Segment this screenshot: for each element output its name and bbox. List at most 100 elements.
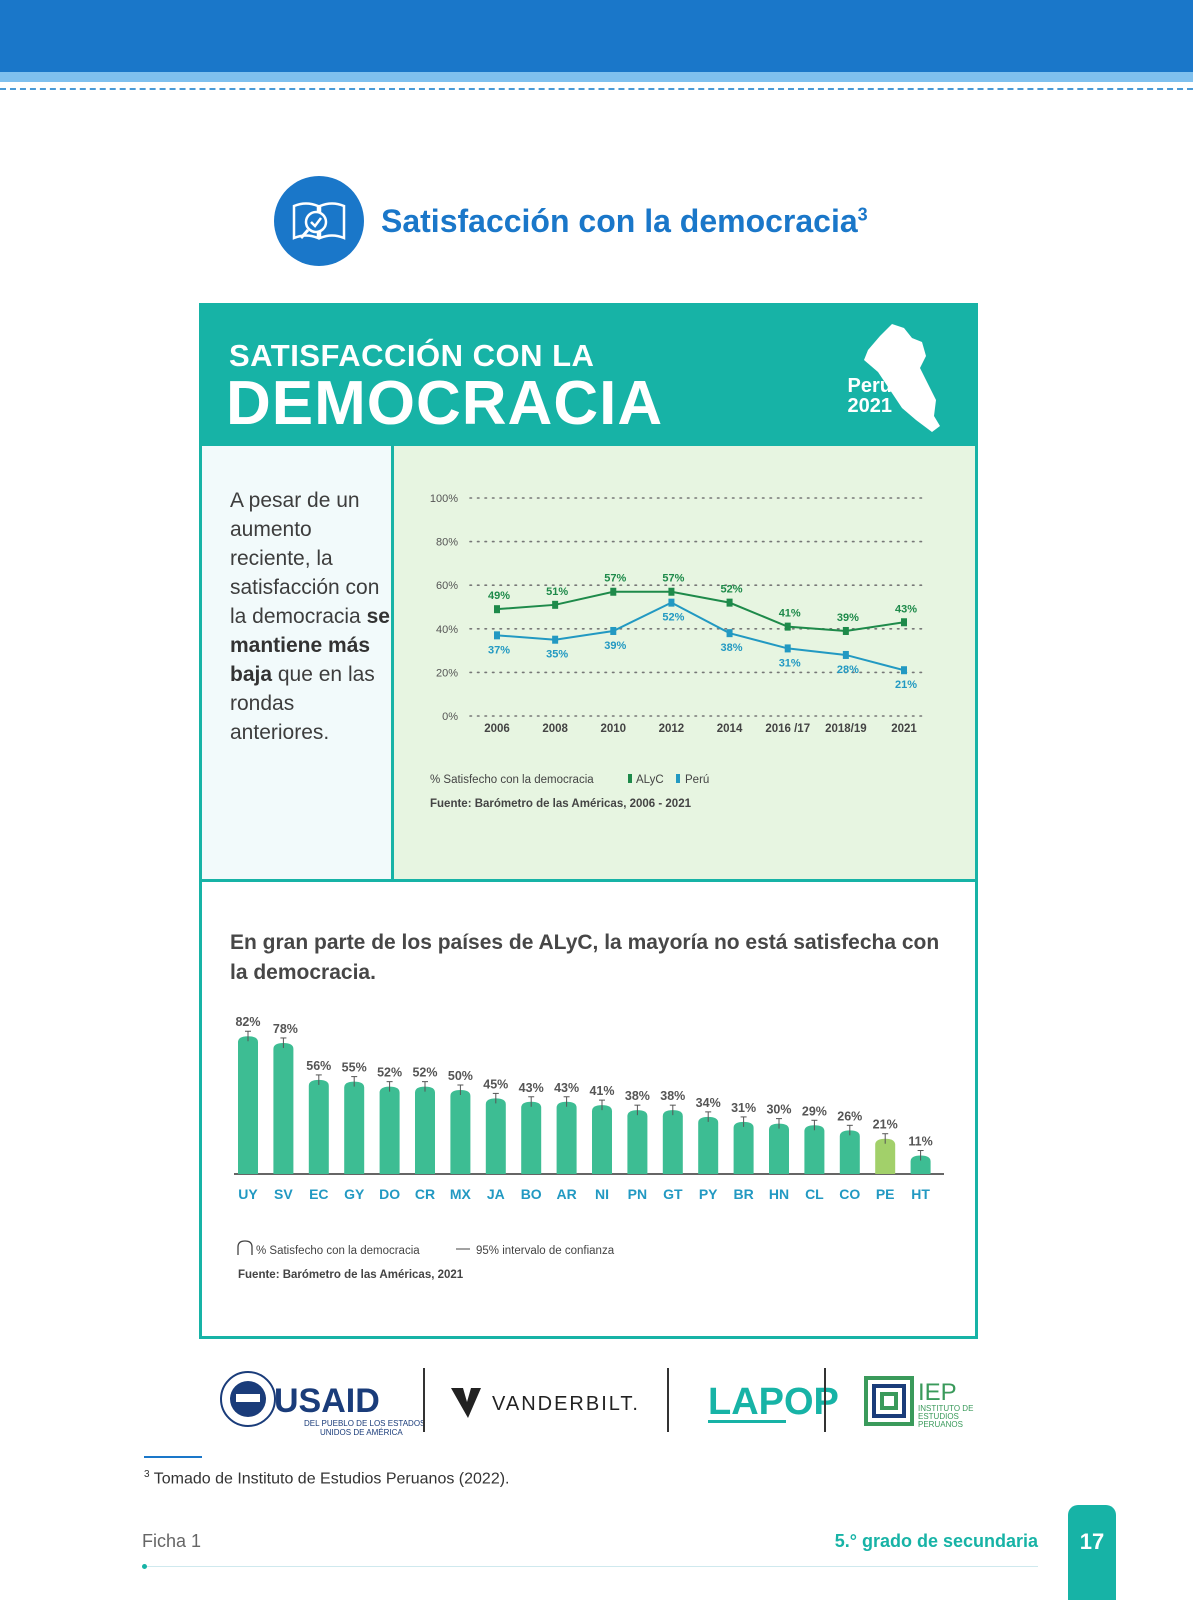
- data-label: 41%: [779, 608, 801, 620]
- lapop-text: LAPOP: [708, 1381, 839, 1423]
- legend-metric: % Satisfecho con la democracia: [256, 1245, 420, 1257]
- bar-value-label: 11%: [908, 1135, 932, 1149]
- x-tick-label: CL: [805, 1186, 824, 1202]
- bar-do: [379, 1086, 400, 1174]
- bar-value-label: 21%: [873, 1118, 898, 1132]
- bar-value-label: 38%: [660, 1089, 685, 1103]
- data-label: 37%: [488, 644, 510, 656]
- data-point: [901, 618, 907, 627]
- data-label: 51%: [546, 586, 568, 598]
- bar-gt: [662, 1110, 683, 1174]
- line-chart-source: Fuente: Barómetro de las Américas, 2006 …: [430, 798, 692, 810]
- data-point: [901, 666, 907, 675]
- bar-pe: [875, 1138, 896, 1174]
- bar-ht: [910, 1155, 931, 1174]
- bar-value-label: 43%: [554, 1081, 579, 1095]
- x-tick-label: DO: [379, 1186, 400, 1202]
- usaid-text: USAID: [274, 1382, 380, 1420]
- legend-ci: 95% intervalo de confianza: [476, 1245, 615, 1257]
- bar-value-label: 34%: [696, 1096, 721, 1110]
- data-label: 38%: [721, 642, 743, 654]
- bar-value-label: 52%: [412, 1066, 437, 1080]
- page-number: 17: [1079, 1529, 1105, 1554]
- series-line-alyc: [496, 590, 905, 632]
- x-tick-label: HN: [769, 1186, 789, 1202]
- bar-chart-heading: En gran parte de los países de ALyC, la …: [230, 931, 940, 984]
- data-point: [842, 626, 849, 635]
- card-title-line2: DEMOCRACIA: [226, 369, 664, 438]
- page-number-tab: 17: [1068, 1505, 1116, 1600]
- data-label: 28%: [837, 664, 859, 676]
- bar-pn: [627, 1110, 648, 1174]
- x-tick-label: GT: [663, 1186, 683, 1202]
- bar-uy: [238, 1036, 258, 1174]
- data-label: 35%: [546, 649, 568, 661]
- iep-sub2: ESTUDIOS: [918, 1412, 959, 1421]
- legend-alyc: ALyC: [636, 774, 664, 786]
- logo-strip: USAID DEL PUEBLO DE LOS ESTADOS UNIDOS D…: [0, 1360, 1193, 1440]
- x-tick-label: AR: [556, 1186, 576, 1202]
- bar-value-label: 26%: [837, 1109, 862, 1123]
- data-label: 57%: [604, 573, 626, 585]
- vanderbilt-logo: VANDERBILT.: [451, 1388, 638, 1418]
- x-tick-label: PN: [628, 1186, 647, 1202]
- card-title-line1: SATISFACCIÓN CON LA: [229, 338, 595, 373]
- bar-chart: 82% UY 78% SV 56% EC 55% GY 52% DO 52% CR 50% MX 45% JA…: [234, 1015, 944, 1281]
- bar-br: [733, 1121, 754, 1174]
- bar-value-label: 52%: [377, 1066, 402, 1080]
- iep-logo: IEP INSTITUTO DE ESTUDIOS PERUANOS: [864, 1376, 973, 1429]
- x-tick-label: NI: [595, 1186, 609, 1202]
- logo-divider: [423, 1368, 425, 1432]
- legend-swatch-peru: [676, 774, 680, 783]
- y-tick-label: 80%: [436, 537, 458, 549]
- legend-bar-icon: [237, 1240, 253, 1255]
- section-title: Satisfacción con la democracia3: [381, 203, 868, 239]
- bar-value-label: 78%: [273, 1022, 298, 1036]
- x-tick-label: BO: [521, 1186, 542, 1202]
- series-line-peru: [496, 601, 905, 672]
- data-point: [494, 605, 500, 614]
- x-tick-label: HT: [911, 1186, 930, 1202]
- x-tick-label: 2018/19: [825, 723, 867, 735]
- x-tick-label: JA: [487, 1186, 505, 1202]
- data-label: 49%: [488, 590, 510, 602]
- x-tick-label: 2014: [717, 723, 743, 735]
- dashed-divider: [0, 88, 1193, 90]
- card-header: SATISFACCIÓN CON LA DEMOCRACIA Perú 2021: [202, 306, 975, 446]
- data-point: [552, 600, 559, 609]
- y-tick-label: 100%: [430, 493, 458, 505]
- infographic-card: SATISFACCIÓN CON LA DEMOCRACIA Perú 2021 …: [199, 303, 978, 1339]
- line-chart-panel: 0% 20% 40% 60% 80% 100% 2006 2008 2010 2012 2014 20…: [394, 446, 975, 882]
- data-label: 52%: [662, 612, 684, 624]
- data-label: 52%: [721, 584, 743, 596]
- bar-value-label: 55%: [342, 1061, 367, 1075]
- footer-dot: [142, 1564, 147, 1569]
- legend-metric: % Satisfecho con la democracia: [430, 774, 594, 786]
- lapop-logo: LAPOP: [708, 1381, 839, 1423]
- bar-ec: [308, 1079, 329, 1174]
- data-point: [668, 587, 675, 596]
- logo-divider: [824, 1368, 826, 1432]
- x-tick-label: MX: [450, 1186, 472, 1202]
- bar-value-label: 38%: [625, 1089, 650, 1103]
- book-search-icon: [274, 176, 364, 266]
- footnote-rule: [144, 1456, 202, 1458]
- legend-swatch-alyc: [628, 774, 632, 783]
- y-tick-label: 60%: [436, 580, 458, 592]
- data-point: [668, 598, 675, 607]
- data-point: [610, 626, 617, 635]
- data-label: 57%: [662, 573, 684, 585]
- x-tick-label: 2021: [891, 723, 917, 735]
- x-tick-label: PY: [699, 1186, 718, 1202]
- usaid-sub1: DEL PUEBLO DE LOS ESTADOS: [304, 1419, 425, 1428]
- bar-sv: [273, 1042, 294, 1174]
- x-tick-label: 2008: [542, 723, 568, 735]
- summary-text: A pesar de un aumento reciente, la satis…: [230, 489, 390, 744]
- data-point: [726, 629, 733, 638]
- bar-value-label: 50%: [448, 1069, 473, 1083]
- x-tick-label: UY: [238, 1186, 258, 1202]
- bar-hn: [769, 1123, 789, 1174]
- y-tick-label: 40%: [436, 624, 458, 636]
- footer-rule: [142, 1566, 1038, 1567]
- bar-py: [698, 1116, 719, 1174]
